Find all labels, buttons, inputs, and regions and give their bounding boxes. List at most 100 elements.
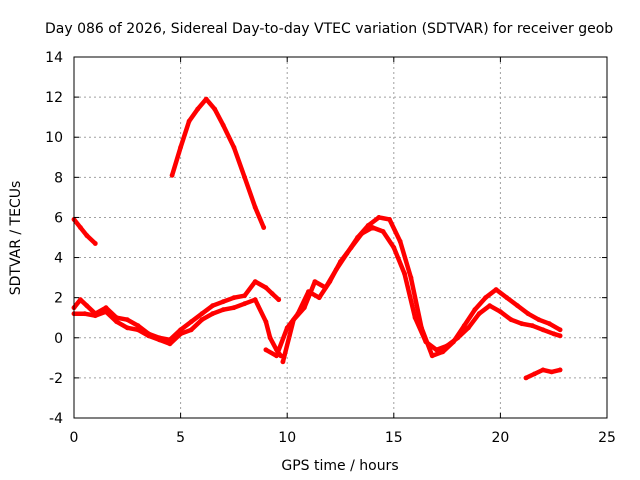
data-point [434, 347, 439, 353]
y-axis-label: SDTVAR / TECUs [8, 181, 24, 296]
y-tick-label: 4 [54, 251, 63, 267]
data-point [267, 335, 273, 341]
grid-lines [74, 57, 607, 418]
y-tick-label: 10 [45, 130, 63, 146]
data-point [263, 285, 269, 290]
data-point [220, 122, 226, 128]
data-point [188, 319, 194, 325]
data-point [252, 205, 258, 210]
data-point [316, 295, 322, 301]
data-point [508, 317, 514, 323]
data-point [370, 225, 375, 230]
data-point [391, 245, 397, 250]
data-point [169, 172, 175, 178]
data-point [103, 305, 109, 311]
data-point [408, 275, 414, 280]
data-point [483, 295, 488, 301]
data-point [261, 225, 267, 230]
series-track-c [71, 279, 281, 343]
y-tick-label: 14 [45, 50, 63, 66]
series-track-a [71, 217, 98, 246]
data-point [124, 317, 130, 323]
data-point [402, 271, 407, 276]
data-point [525, 311, 531, 317]
data-point [146, 333, 152, 339]
data-point [536, 317, 542, 323]
data-point [387, 217, 392, 222]
data-point [333, 267, 339, 272]
data-point [82, 311, 88, 317]
x-tick-label: 5 [176, 430, 185, 446]
data-point [451, 339, 456, 345]
data-point [312, 279, 318, 284]
data-point [540, 327, 546, 333]
data-point [515, 303, 520, 309]
series-track-b [169, 96, 266, 230]
data-point [274, 353, 279, 359]
axis-ticks: 0 5 10 15 20 25 -4 -2 0 2 4 6 8 10 12 14 [45, 50, 616, 446]
data-point [472, 307, 478, 313]
data-point [412, 315, 418, 321]
data-point [220, 299, 226, 305]
data-point [532, 371, 537, 377]
data-point [252, 279, 258, 284]
data-point [530, 323, 535, 329]
y-tick-label: -4 [49, 411, 63, 427]
x-tick-label: 15 [385, 430, 403, 446]
data-point [199, 317, 205, 323]
data-point [557, 327, 563, 333]
data-point [156, 337, 162, 343]
data-point [84, 303, 90, 309]
data-point [476, 311, 482, 317]
data-point [344, 251, 350, 256]
data-point [440, 349, 446, 355]
data-point [231, 305, 237, 311]
data-point [397, 239, 403, 244]
data-point [466, 325, 471, 331]
data-point [461, 323, 467, 329]
data-point [547, 321, 552, 327]
data-point [557, 367, 563, 373]
x-tick-label: 20 [491, 430, 509, 446]
data-point [124, 325, 130, 331]
data-series [71, 96, 563, 381]
data-point [103, 309, 109, 315]
data-point [291, 317, 296, 323]
data-point [269, 291, 275, 297]
data-point [284, 325, 290, 331]
data-point [92, 313, 98, 319]
data-point [212, 106, 218, 112]
data-point [135, 323, 141, 329]
series-track-d [71, 297, 284, 359]
data-point [203, 96, 209, 102]
data-point [493, 287, 499, 292]
data-point [195, 106, 201, 112]
data-point [429, 353, 435, 359]
data-point [252, 297, 258, 303]
data-point [210, 303, 216, 309]
data-point [263, 319, 269, 325]
data-point [276, 297, 282, 303]
data-point [557, 333, 563, 339]
data-point [167, 341, 173, 347]
data-point [365, 223, 371, 228]
data-point [78, 225, 83, 230]
data-point [178, 331, 184, 337]
data-point [92, 241, 98, 246]
y-tick-label: 12 [45, 90, 63, 106]
data-point [540, 367, 546, 373]
plot-frame [73, 56, 608, 419]
data-point [78, 297, 83, 303]
data-point [114, 319, 119, 325]
data-point [419, 325, 424, 331]
data-point [523, 375, 529, 381]
data-point [188, 327, 194, 333]
y-tick-label: 2 [54, 291, 63, 307]
x-tick-label: 10 [278, 430, 296, 446]
data-point [242, 293, 248, 299]
y-tick-label: -2 [49, 371, 63, 387]
data-point [376, 215, 382, 220]
data-point [135, 327, 141, 333]
data-point [301, 305, 307, 311]
x-tick-label: 0 [70, 430, 79, 446]
